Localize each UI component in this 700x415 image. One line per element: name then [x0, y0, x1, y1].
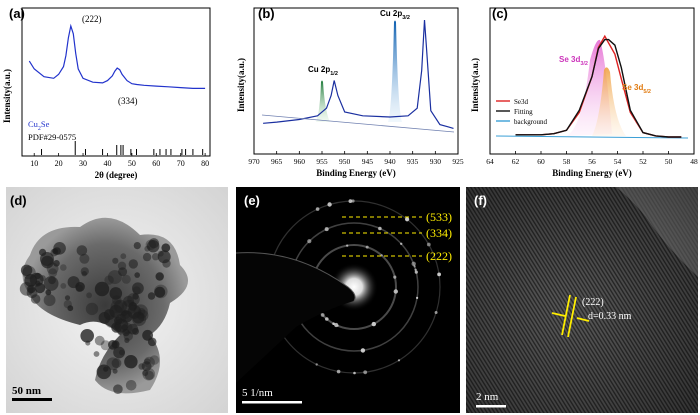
panel-d-label: (d)	[10, 193, 27, 208]
panel-b-xtick-label: 930	[430, 157, 442, 166]
panel-c-legend-se3d: Se3d	[514, 98, 529, 106]
panel-a-legend-compound: Cu2Se	[28, 119, 50, 132]
beam-stopper	[236, 252, 356, 383]
panel-c-xtick-label: 58	[563, 157, 571, 166]
panel-b-cu2p-chart: (b) Intensity(a.u.) 970 965 960 955 950 945 94…	[236, 6, 464, 178]
panel-e-saed-pattern: (533) (334) (222) 5 1/nm (e)	[236, 187, 460, 413]
panel-c-legend-background: background	[514, 118, 548, 126]
panel-f-hrtem-image: (222) d=0.33 nm 2 nm (f)	[466, 187, 698, 413]
panel-d-tem-image: 50 nm (d)	[6, 187, 228, 413]
panel-c-xtick-label: 60	[537, 157, 545, 166]
panel-a-xlabel: 2θ (degree)	[95, 170, 138, 180]
panel-a-xtick-label: 20	[55, 159, 63, 168]
panel-c-xtick-label: 48	[690, 157, 698, 166]
panel-c-xlabel: Binding Energy (eV)	[552, 168, 632, 178]
panel-a-xtick-label: 30	[79, 159, 87, 168]
panel-e-scale-bar	[242, 401, 302, 404]
panel-c-xtick-label: 54	[614, 157, 622, 166]
panel-b-fill-2p12	[316, 80, 330, 122]
panel-a-xtick-label: 40	[103, 159, 111, 168]
panel-a-xtick-label: 60	[152, 159, 160, 168]
panel-b-baseline	[261, 114, 455, 133]
panel-b-xps-curve	[263, 19, 454, 129]
panel-c-xtick-label: 50	[665, 157, 673, 166]
panel-c-legend: Se3d Fitting background	[496, 98, 548, 126]
panel-b-xtick-label: 950	[339, 157, 351, 166]
lattice-marker	[551, 294, 590, 338]
panel-a-xtick-label: 70	[177, 159, 185, 168]
panel-b-xlabel: Binding Energy (eV)	[316, 168, 396, 178]
ring-guide-lines	[342, 216, 422, 257]
panel-a-xtick-label: 10	[30, 159, 38, 168]
panel-a-xticks: 10 20 30 40 50 60 70 80	[30, 153, 209, 168]
panel-c-peak-3d32: Se 3d3/2	[559, 55, 588, 67]
panel-d-scale-text: 50 nm	[12, 385, 41, 397]
nanoparticle-aggregate	[19, 217, 188, 394]
panel-c-xtick-label: 56	[588, 157, 596, 166]
panel-c-xtick-label: 64	[486, 157, 494, 166]
panel-a-xrd-chart: (a) Intensity(a.u.) 10 20 30 40 50 60 70 80 (22…	[2, 6, 211, 180]
d-spacing-label: d=0.33 nm	[588, 311, 632, 322]
saed-ring-334: (334)	[426, 226, 452, 240]
panel-c-xticks: 64 62 60 58 56 54 52 50 48	[486, 151, 698, 166]
lattice-plane-label: (222)	[582, 297, 604, 308]
panel-a-ylabel: Intensity(a.u.)	[2, 69, 12, 123]
panel-a-xtick-label: 50	[128, 159, 136, 168]
panel-b-xtick-label: 945	[362, 157, 374, 166]
saed-ring-533: (533)	[426, 210, 452, 224]
panel-e-scale-text: 5 1/nm	[242, 387, 273, 399]
panel-c-fill-3d52	[592, 67, 626, 136]
panel-b-xtick-label: 935	[407, 157, 419, 166]
panel-c-xtick-label: 52	[639, 157, 647, 166]
panel-a-peak-334: (334)	[118, 96, 138, 106]
panel-f-label: (f)	[474, 193, 487, 208]
panel-e-label: (e)	[244, 193, 260, 208]
panel-d-scale-bar	[12, 398, 52, 401]
panel-a-pdf-card: PDF#29-0575	[28, 132, 76, 142]
panel-b-xtick-label: 965	[271, 157, 283, 166]
panel-c-background-line	[495, 135, 689, 139]
saed-ring-222: (222)	[426, 249, 452, 263]
panel-c-label: (c)	[492, 6, 508, 21]
panel-b-xticks: 970 965 960 955 950 945 940 935 930 925	[248, 151, 464, 166]
panel-b-fill-2p32	[388, 20, 402, 122]
panel-b-xtick-label: 970	[248, 157, 260, 166]
panel-a-peak-222: (222)	[82, 14, 102, 24]
panel-a-frame	[21, 7, 211, 157]
panel-c-peak-3d52: Se 3d5/2	[622, 83, 651, 95]
panel-a-xrd-curve	[28, 23, 206, 89]
panel-b-peak-2p12: Cu 2p1/2	[308, 65, 338, 77]
panel-c-ylabel: Intensity(a.u.)	[470, 58, 480, 112]
panel-f-scale-text: 2 nm	[476, 391, 499, 403]
panel-c-se3d-chart: (c) Intensity(a.u.) 64 62 60 58 56 54 52 50 48 S…	[470, 6, 698, 178]
panel-c-xtick-label: 62	[512, 157, 520, 166]
panel-b-xtick-label: 960	[294, 157, 306, 166]
panel-b-xtick-label: 955	[316, 157, 328, 166]
panel-b-ylabel: Intensity(a.u.)	[236, 58, 246, 112]
panel-b-xtick-label: 940	[384, 157, 396, 166]
panel-b-label: (b)	[258, 6, 275, 21]
panel-c-fit-curve	[515, 38, 682, 138]
panel-c-legend-fitting: Fitting	[514, 108, 533, 116]
panel-a-xtick-label: 80	[201, 159, 209, 168]
panel-a-label: (a)	[9, 6, 25, 21]
panel-a-reference-ticks	[41, 141, 204, 155]
panel-b-peak-2p32: Cu 2p3/2	[380, 9, 410, 21]
panel-f-scale-bar	[476, 405, 506, 408]
panel-b-frame	[253, 7, 459, 155]
panel-b-xtick-label: 925	[452, 157, 464, 166]
